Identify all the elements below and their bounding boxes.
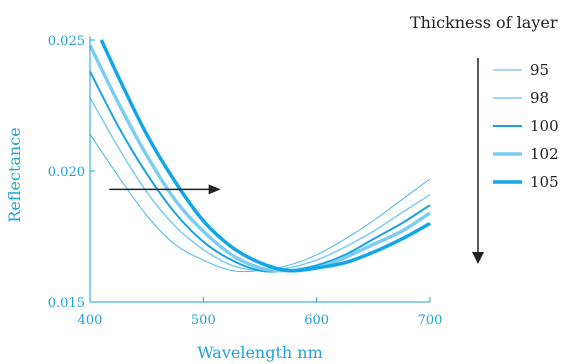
series-line-100 [89,70,431,273]
series-line-102 [88,44,431,273]
series-line-105 [99,39,431,273]
legend-arrow-head [472,252,484,264]
y-tick-label: 0.020 [48,165,85,180]
axes: 400 500 600 700 0.015 0.020 0.025 [48,34,443,328]
legend-label-102: 102 [530,145,559,163]
x-tick-label: 600 [304,313,329,328]
legend-title: Thickness of layer [410,13,558,32]
legend: 95 98 100 102 105 [472,58,559,264]
legend-label-100: 100 [530,117,559,135]
legend-label-95: 95 [530,61,549,79]
x-tick-label: 700 [418,313,443,328]
legend-label-105: 105 [530,173,559,191]
x-tick-label: 400 [78,313,103,328]
y-tick-label: 0.025 [48,34,85,49]
shift-arrow-head [208,184,221,195]
y-tick-label: 0.015 [48,296,85,311]
x-tick-label: 500 [191,313,216,328]
x-axis-title: Wavelength nm [197,343,323,362]
annotation-arrow [109,184,221,195]
plot-area [88,39,431,273]
y-axis-title: Reflectance [5,127,24,222]
legend-label-98: 98 [530,89,549,107]
